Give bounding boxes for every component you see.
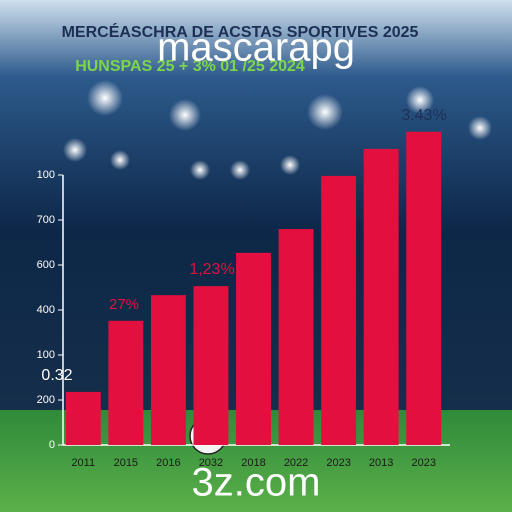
bar — [150, 295, 186, 445]
stadium-lights — [63, 80, 492, 180]
bar — [278, 229, 314, 445]
bar — [108, 320, 144, 445]
x-tick-label: 2018 — [241, 457, 265, 469]
y-tick-label: 700 — [37, 214, 55, 226]
y-tick-label: 600 — [37, 259, 55, 271]
bar — [363, 148, 399, 445]
bar — [321, 175, 357, 445]
plot: 0 200 100 400 600 700 100 2011 2015 2016 2032 2018 2… — [37, 107, 447, 469]
x-tick-label: 2023 — [326, 457, 350, 469]
y-tick-label: 100 — [37, 349, 55, 361]
x-tick-label: 2032 — [199, 457, 223, 469]
watermark: mascarapg — [157, 26, 355, 70]
annotation: 1,23% — [189, 261, 234, 278]
bar — [193, 286, 229, 445]
bar — [406, 131, 442, 446]
y-tick-label: 100 — [37, 169, 55, 181]
y-tick-label: 0 — [49, 439, 55, 451]
annotation: 27% — [109, 296, 139, 313]
watermark: 3z.com — [192, 461, 321, 505]
x-tick-label: 2022 — [284, 457, 308, 469]
annotation: 0.32 — [41, 367, 72, 384]
x-tick-label: 2016 — [156, 457, 180, 469]
y-tick-label: 200 — [37, 394, 55, 406]
chart-subtitle: HUNSPAS 25 + 3% 01 /25 2024 — [75, 58, 305, 75]
x-tick-label: 2011 — [71, 457, 95, 469]
annotation: 3.43% — [401, 107, 446, 124]
x-tick-label: 2023 — [411, 457, 435, 469]
y-tick-label: 400 — [37, 304, 55, 316]
x-tick-label: 2013 — [369, 457, 393, 469]
x-tick-label: 2015 — [114, 457, 138, 469]
bar — [236, 252, 271, 445]
chart-title: MERCÉASCHRA DE ACSTAS SPORTIVES 2025 — [62, 22, 419, 41]
bar — [65, 391, 101, 445]
